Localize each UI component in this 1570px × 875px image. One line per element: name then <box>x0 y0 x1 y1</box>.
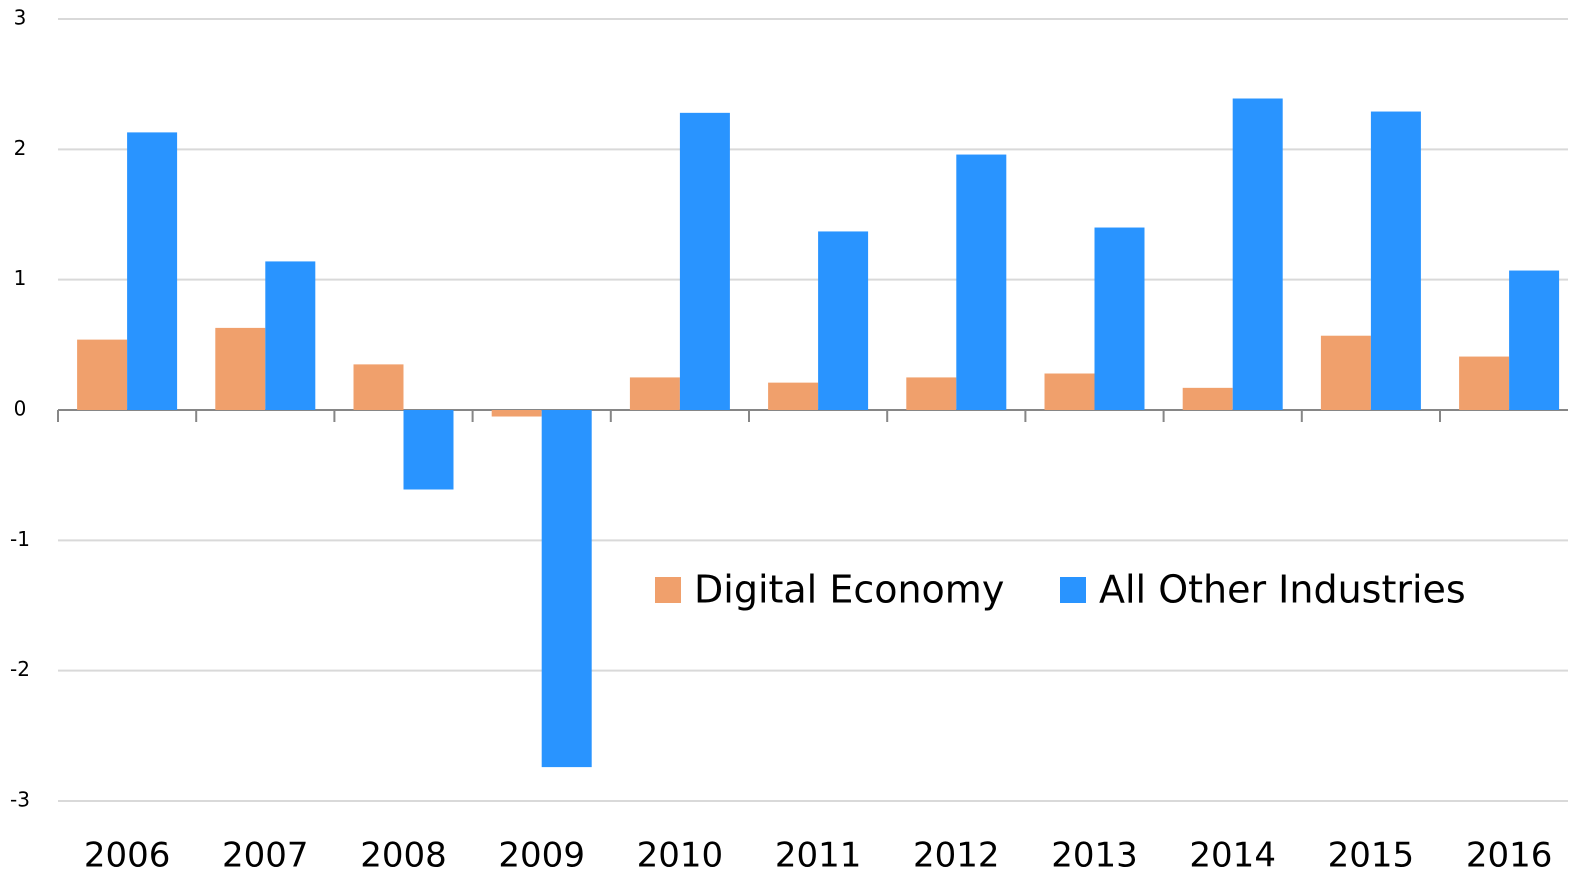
x-tick-label: 2009 <box>498 836 585 875</box>
x-tick-label: 2016 <box>1466 836 1553 875</box>
bar <box>127 132 178 410</box>
bar <box>1044 373 1095 410</box>
bar <box>1094 227 1145 410</box>
x-tick-label: 2008 <box>360 836 447 875</box>
bar <box>77 339 128 410</box>
x-tick-label: 2006 <box>84 836 171 875</box>
bar <box>353 364 404 410</box>
bar <box>1182 387 1233 410</box>
x-tick-label: 2011 <box>775 836 862 875</box>
x-tick-label: 2015 <box>1328 836 1415 875</box>
y-tick-label: 1 <box>14 266 27 290</box>
y-tick-label: 0 <box>14 397 27 421</box>
x-tick-label: 2013 <box>1051 836 1138 875</box>
bar <box>679 112 730 410</box>
bar <box>1509 270 1560 410</box>
bar <box>768 382 819 410</box>
legend-swatch <box>1060 577 1086 603</box>
bar <box>491 410 542 417</box>
bar <box>906 377 957 410</box>
bar <box>1370 111 1421 410</box>
legend-swatch <box>655 577 681 603</box>
bar <box>1232 98 1283 411</box>
x-tick-label: 2010 <box>637 836 724 875</box>
y-tick-label: 2 <box>14 136 27 160</box>
bar <box>215 327 266 410</box>
legend-label: Digital Economy <box>694 568 1004 612</box>
bar <box>541 410 592 768</box>
bar <box>818 231 869 410</box>
bar <box>956 154 1007 410</box>
bar <box>629 377 680 410</box>
bar <box>1320 335 1371 410</box>
x-tick-label: 2012 <box>913 836 1000 875</box>
y-tick-label: -3 <box>10 788 30 812</box>
x-tick-label: 2007 <box>222 836 309 875</box>
bar <box>265 261 316 410</box>
bar <box>403 410 454 490</box>
legend-label: All Other Industries <box>1099 568 1466 612</box>
y-tick-label: -1 <box>10 527 30 551</box>
y-tick-label: 3 <box>14 6 27 30</box>
y-tick-label: -2 <box>10 657 30 681</box>
bar <box>1459 356 1510 410</box>
x-tick-label: 2014 <box>1189 836 1276 875</box>
